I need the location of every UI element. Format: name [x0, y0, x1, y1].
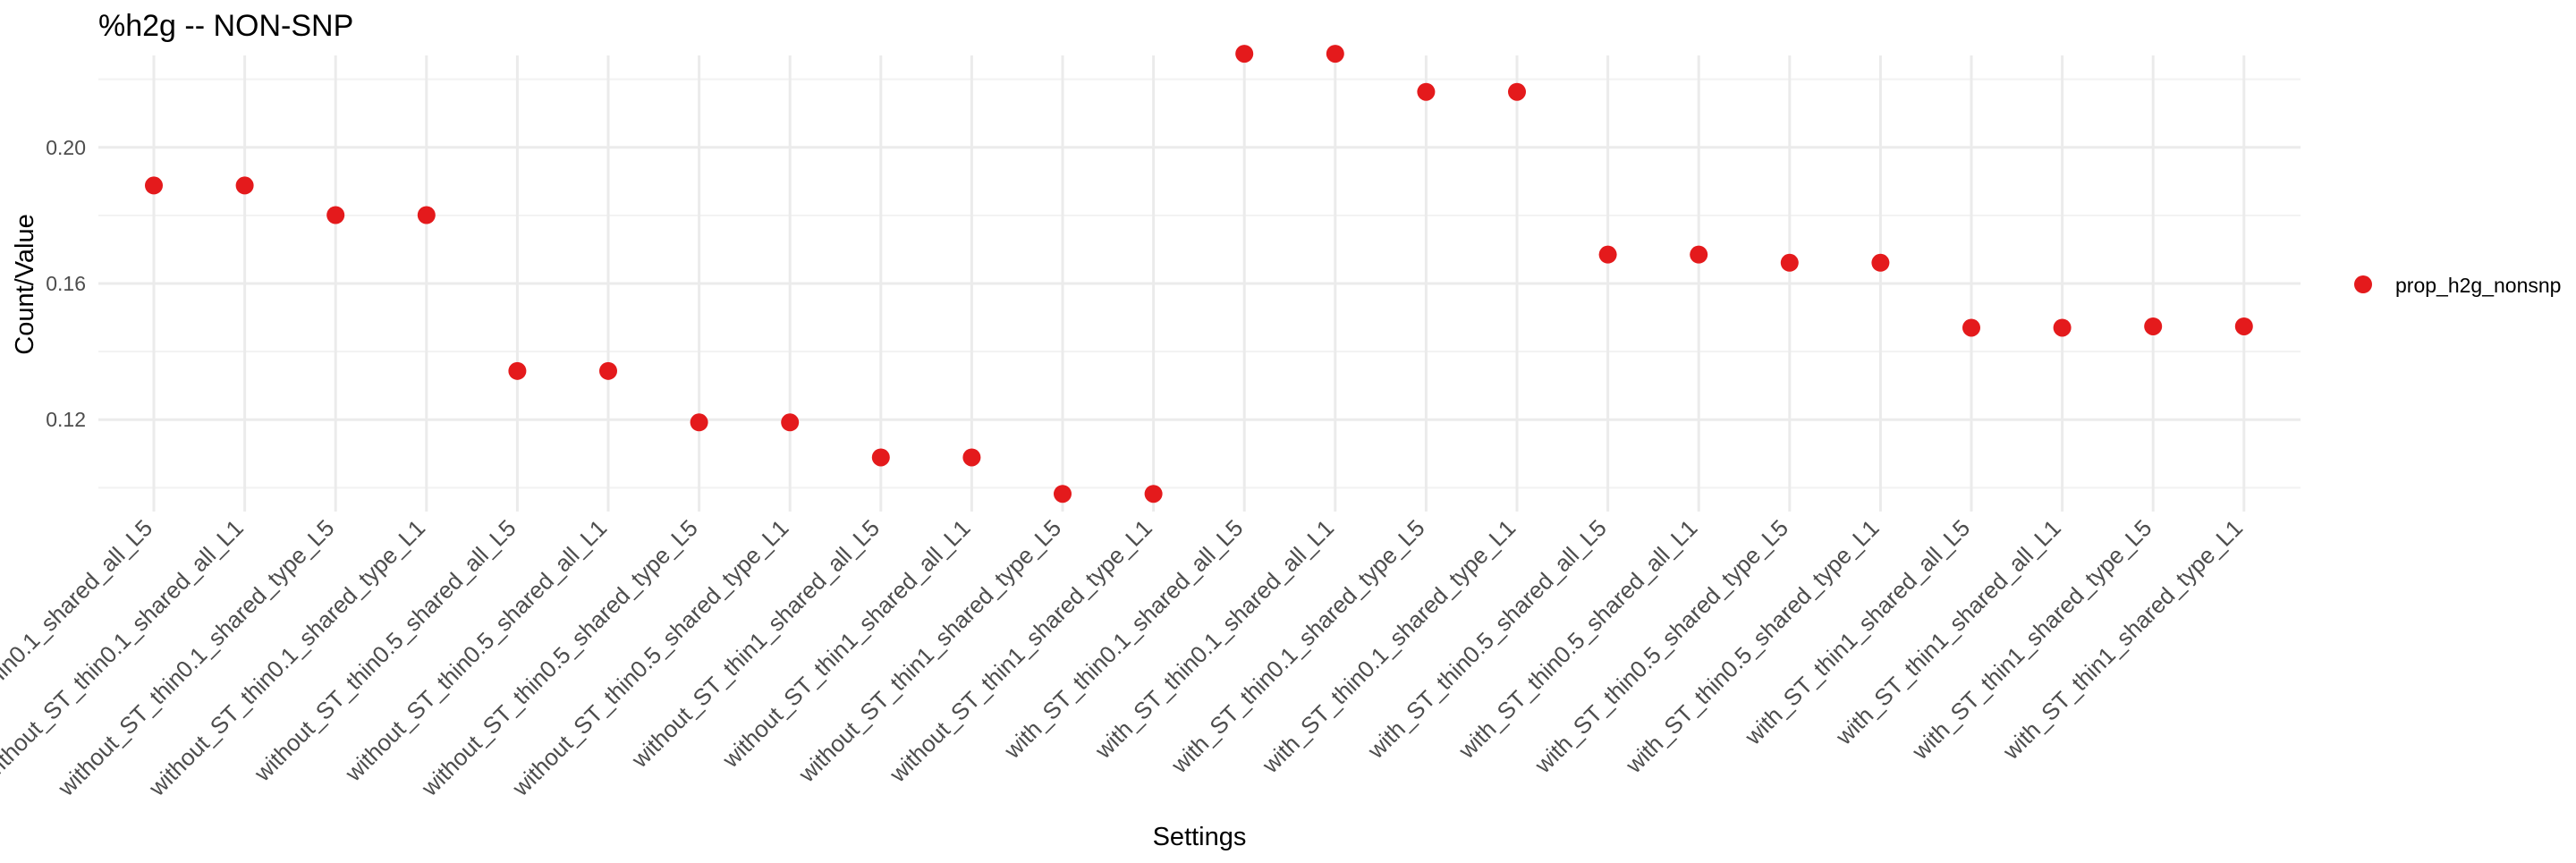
y-tick-label: 0.16 [46, 272, 86, 295]
data-point [1690, 245, 1708, 264]
legend-marker [2354, 275, 2372, 293]
legend-label: prop_h2g_nonsnp [2395, 274, 2561, 297]
data-point [2053, 318, 2072, 337]
data-point [1054, 485, 1072, 503]
data-point [1871, 253, 1890, 272]
data-point [690, 413, 708, 432]
chart-title: %h2g -- NON-SNP [98, 9, 353, 43]
data-point [1508, 82, 1526, 101]
data-point [2144, 317, 2163, 335]
data-point [1326, 45, 1344, 63]
data-point [962, 448, 981, 467]
data-point [1144, 485, 1163, 503]
legend: prop_h2g_nonsnp [2354, 274, 2561, 297]
data-point [871, 448, 890, 467]
data-point [1780, 253, 1799, 272]
data-point [2234, 317, 2253, 335]
data-points [145, 45, 2253, 503]
x-axis-label: Settings [1153, 823, 1247, 851]
y-axis-label: Count/Value [11, 214, 39, 354]
y-tick-label: 0.12 [46, 408, 86, 431]
data-point [326, 206, 345, 224]
data-point [1598, 245, 1617, 264]
data-point [417, 206, 436, 224]
data-point [145, 176, 163, 195]
grid-lines [98, 55, 2301, 512]
y-tick-label: 0.20 [46, 136, 86, 159]
y-axis-ticks: 0.12 0.16 0.20 [46, 136, 86, 431]
data-point [1235, 45, 1254, 63]
x-axis-ticks: without_ST_thin0.1_shared_all_L5without_… [0, 514, 2248, 801]
data-point [508, 361, 527, 380]
data-point [235, 176, 254, 195]
data-point [1962, 318, 1980, 337]
data-point [599, 361, 617, 380]
data-point [1417, 82, 1436, 101]
data-point [781, 413, 800, 432]
